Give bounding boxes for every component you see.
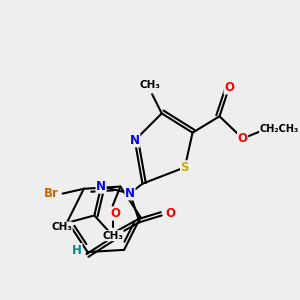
Text: N: N xyxy=(125,187,135,200)
Text: Br: Br xyxy=(44,187,59,200)
Text: O: O xyxy=(238,132,248,145)
Text: N: N xyxy=(96,180,106,193)
Text: N: N xyxy=(130,134,140,147)
Text: O: O xyxy=(110,207,121,220)
Text: O: O xyxy=(224,81,234,94)
Text: H: H xyxy=(72,244,82,256)
Text: O: O xyxy=(165,207,176,220)
Text: S: S xyxy=(181,161,189,174)
Text: CH₃: CH₃ xyxy=(51,222,72,232)
Text: CH₃: CH₃ xyxy=(140,80,161,89)
Text: CH₂CH₃: CH₂CH₃ xyxy=(260,124,299,134)
Text: CH₃: CH₃ xyxy=(102,231,123,241)
